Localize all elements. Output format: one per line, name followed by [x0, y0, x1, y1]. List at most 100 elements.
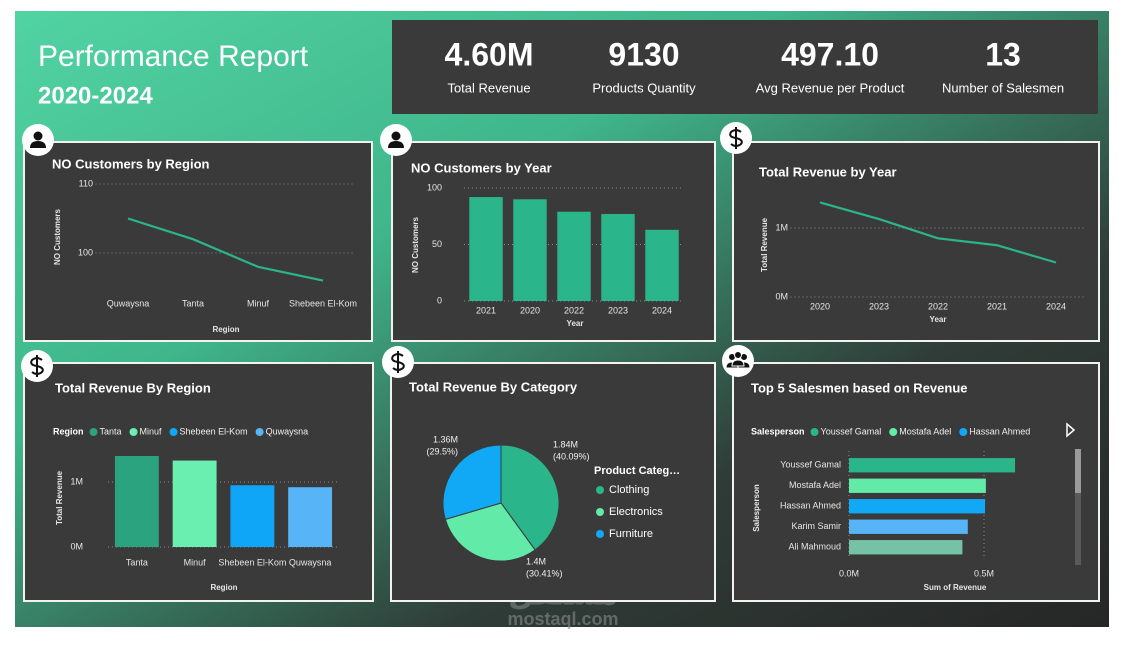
bar: [114, 456, 159, 547]
dollar-icon: [391, 351, 405, 373]
legend-marker: [959, 428, 968, 436]
x-tick-label: 0.0M: [839, 568, 859, 578]
legend-entry: Quwaysna: [266, 426, 309, 436]
slice-percent-label: (40.09%): [553, 451, 590, 461]
legend-entry: Furniture: [609, 528, 653, 540]
y-tick-label: Ali Mahmoud: [788, 542, 841, 552]
y-tick-label: 0M: [70, 541, 83, 551]
y-tick-label: Hassan Ahmed: [780, 501, 841, 511]
panel-title: Top 5 Salesmen based on Revenue: [751, 380, 968, 395]
x-tick-label: Minuf: [247, 298, 270, 308]
bar: [513, 199, 547, 301]
kpi-label: Total Revenue: [447, 80, 530, 95]
legend-marker: [889, 428, 898, 436]
legend-marker: [89, 428, 98, 436]
legend-marker: [596, 530, 604, 538]
panel-title: Total Revenue By Category: [409, 379, 578, 394]
x-tick-label: 2024: [1046, 301, 1066, 311]
x-tick-label: Tanta: [182, 298, 204, 308]
x-tick-label: Minuf: [184, 557, 207, 567]
bar: [557, 211, 591, 301]
x-tick-label: Quwaysna: [289, 557, 332, 567]
team-icon: [731, 359, 745, 367]
team-icon: [734, 351, 742, 359]
kpi-panel: [392, 20, 1098, 114]
y-axis-title: Salesperson: [752, 484, 761, 532]
slice-percent-label: (30.41%): [526, 568, 563, 578]
x-tick-label: 2022: [928, 301, 948, 311]
x-tick-label: Quwaysna: [107, 298, 150, 308]
legend-entry: Clothing: [609, 484, 649, 496]
watermark-url: mostaql.com: [507, 609, 618, 629]
pie-slice: [444, 502, 536, 562]
person-icon: [391, 131, 401, 141]
scrollbar-track: [1075, 449, 1081, 565]
x-tick-label: 2020: [520, 305, 540, 315]
kpi-value: 9130: [608, 36, 679, 72]
y-tick-label: 100: [78, 247, 93, 257]
y-axis-title: NO Customers: [53, 208, 62, 265]
x-axis-title: Region: [210, 583, 237, 592]
panel: [732, 141, 1100, 342]
x-tick-label: 2020: [810, 301, 830, 311]
legend-entry: Shebeen El-Kom: [180, 426, 248, 436]
x-axis-title: Region: [212, 325, 239, 334]
bar: [601, 213, 635, 301]
bar: [469, 197, 503, 301]
x-tick-label: 2022: [564, 305, 584, 315]
scrollbar-thumb: [1075, 449, 1081, 493]
legend-title: Salesperson: [751, 426, 805, 436]
y-tick-label: Mostafa Adel: [789, 480, 841, 490]
y-tick-label: 1M: [775, 222, 788, 232]
x-tick-label: Shebeen El-Kom: [218, 557, 286, 567]
x-tick-label: 2023: [608, 305, 628, 315]
y-axis-title: Total Revenue: [760, 217, 769, 272]
panel-title: NO Customers by Year: [411, 160, 552, 175]
legend-marker: [129, 428, 138, 436]
y-tick-label: 100: [427, 182, 442, 192]
kpi-label: Products Quantity: [592, 80, 696, 95]
legend-entry: Tanta: [100, 426, 122, 436]
dollar-icon: [729, 127, 743, 149]
legend-entry: Electronics: [609, 506, 663, 518]
person-icon: [388, 141, 404, 148]
panel: [390, 362, 716, 602]
pie-slice: [442, 444, 502, 521]
x-tick-label: 2023: [869, 301, 889, 311]
x-tick-label: 0.5M: [974, 568, 994, 578]
y-tick-label: Youssef Gamal: [780, 460, 841, 470]
panel-title: NO Customers by Region: [52, 156, 210, 171]
panel-title: Total Revenue by Year: [759, 164, 897, 179]
slice-value-label: 1.4M: [526, 556, 546, 566]
report-title: Performance Report: [38, 40, 309, 73]
line: [127, 217, 324, 282]
y-tick-label: 1M: [70, 476, 83, 486]
person-icon: [33, 131, 43, 141]
y-tick-label: Karim Samir: [791, 521, 841, 531]
slice-value-label: 1.36M: [433, 434, 458, 444]
kpi-value: 497.10: [781, 36, 879, 72]
x-tick-label: 2021: [476, 305, 496, 315]
panel-title: Total Revenue By Region: [55, 380, 211, 395]
kpi-label: Number of Salesmen: [942, 80, 1064, 95]
bar: [849, 458, 1016, 473]
y-tick-label: 50: [432, 239, 442, 249]
x-axis-title: Year: [930, 315, 947, 324]
legend-next-arrow: [1066, 422, 1076, 438]
kpi-value: 13: [985, 36, 1021, 72]
bar: [849, 499, 986, 514]
y-axis-title: NO Customers: [411, 216, 420, 273]
y-tick-label: 0M: [775, 291, 788, 301]
panel: [23, 141, 373, 342]
legend-marker: [596, 508, 604, 516]
y-tick-label: 0: [437, 295, 442, 305]
kpi-value: 4.60M: [445, 36, 534, 72]
bar: [849, 540, 963, 555]
bar: [849, 519, 968, 534]
legend-title: Region: [53, 426, 84, 436]
legend-entry: Mostafa Adel: [899, 426, 951, 436]
legend-title: Product Categ…: [594, 465, 680, 477]
y-tick-label: 110: [79, 178, 93, 188]
x-tick-label: 2021: [987, 301, 1007, 311]
